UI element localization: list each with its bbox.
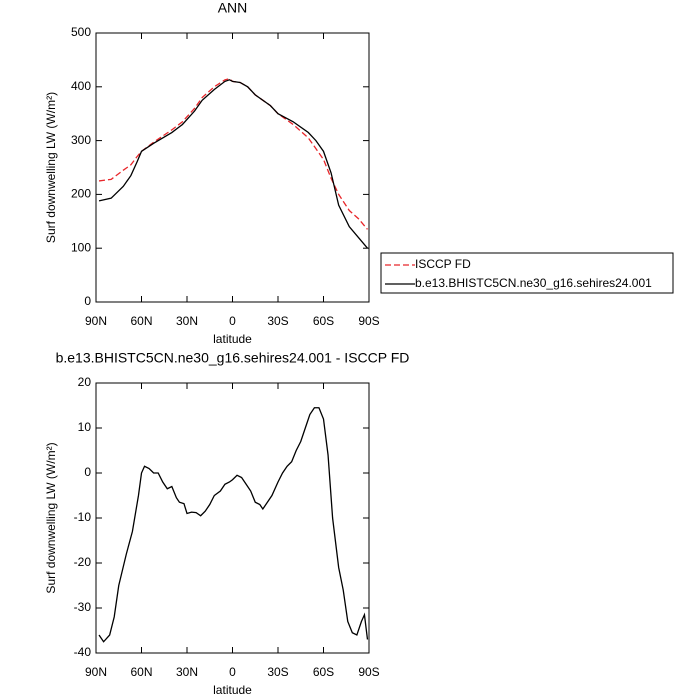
x-tick-label: 60N bbox=[130, 314, 152, 328]
y-tick-label: -10 bbox=[74, 510, 92, 524]
x-tick-label: 60S bbox=[313, 314, 334, 328]
y-tick-label: 0 bbox=[84, 465, 91, 479]
y-tick-label: 100 bbox=[71, 240, 91, 254]
chart-title: ANN bbox=[218, 0, 248, 16]
x-axis-label: latitude bbox=[213, 683, 252, 697]
x-tick-label: 30N bbox=[176, 314, 198, 328]
plot-frame bbox=[95, 32, 370, 303]
plot-frame bbox=[95, 382, 370, 654]
legend-label: b.e13.BHISTC5CN.ne30_g16.sehires24.001 bbox=[415, 276, 652, 290]
y-axis-label: Surf downwelling LW (W/m²) bbox=[44, 92, 58, 243]
y-tick-label: 400 bbox=[71, 79, 91, 93]
x-tick-label: 0 bbox=[229, 665, 236, 679]
y-axis-label: Surf downwelling LW (W/m²) bbox=[44, 442, 58, 593]
data-line bbox=[98, 78, 368, 230]
x-tick-label: 60N bbox=[130, 665, 152, 679]
y-tick-label: 200 bbox=[71, 187, 91, 201]
data-line bbox=[98, 407, 369, 643]
x-tick-label: 0 bbox=[229, 314, 236, 328]
y-tick-label: 10 bbox=[78, 420, 92, 434]
x-tick-label: 90S bbox=[358, 665, 379, 679]
y-tick-label: 300 bbox=[71, 133, 91, 147]
y-tick-label: 0 bbox=[84, 294, 91, 308]
data-line bbox=[98, 79, 368, 249]
chart-title: b.e13.BHISTC5CN.ne30_g16.sehires24.001 -… bbox=[56, 350, 410, 366]
x-tick-label: 60S bbox=[313, 665, 334, 679]
y-tick-label: 20 bbox=[78, 375, 92, 389]
x-tick-label: 90S bbox=[358, 314, 379, 328]
x-tick-label: 30S bbox=[267, 665, 288, 679]
y-tick-label: 500 bbox=[71, 25, 91, 39]
legend-box bbox=[380, 252, 674, 294]
x-tick-label: 90N bbox=[85, 314, 107, 328]
x-axis-label: latitude bbox=[213, 332, 252, 346]
legend-label: ISCCP FD bbox=[415, 257, 471, 271]
y-tick-label: -30 bbox=[74, 600, 92, 614]
x-tick-label: 30N bbox=[176, 665, 198, 679]
x-tick-label: 90N bbox=[85, 665, 107, 679]
x-tick-label: 30S bbox=[267, 314, 288, 328]
y-tick-label: -20 bbox=[74, 555, 92, 569]
y-tick-label: -40 bbox=[74, 645, 92, 659]
